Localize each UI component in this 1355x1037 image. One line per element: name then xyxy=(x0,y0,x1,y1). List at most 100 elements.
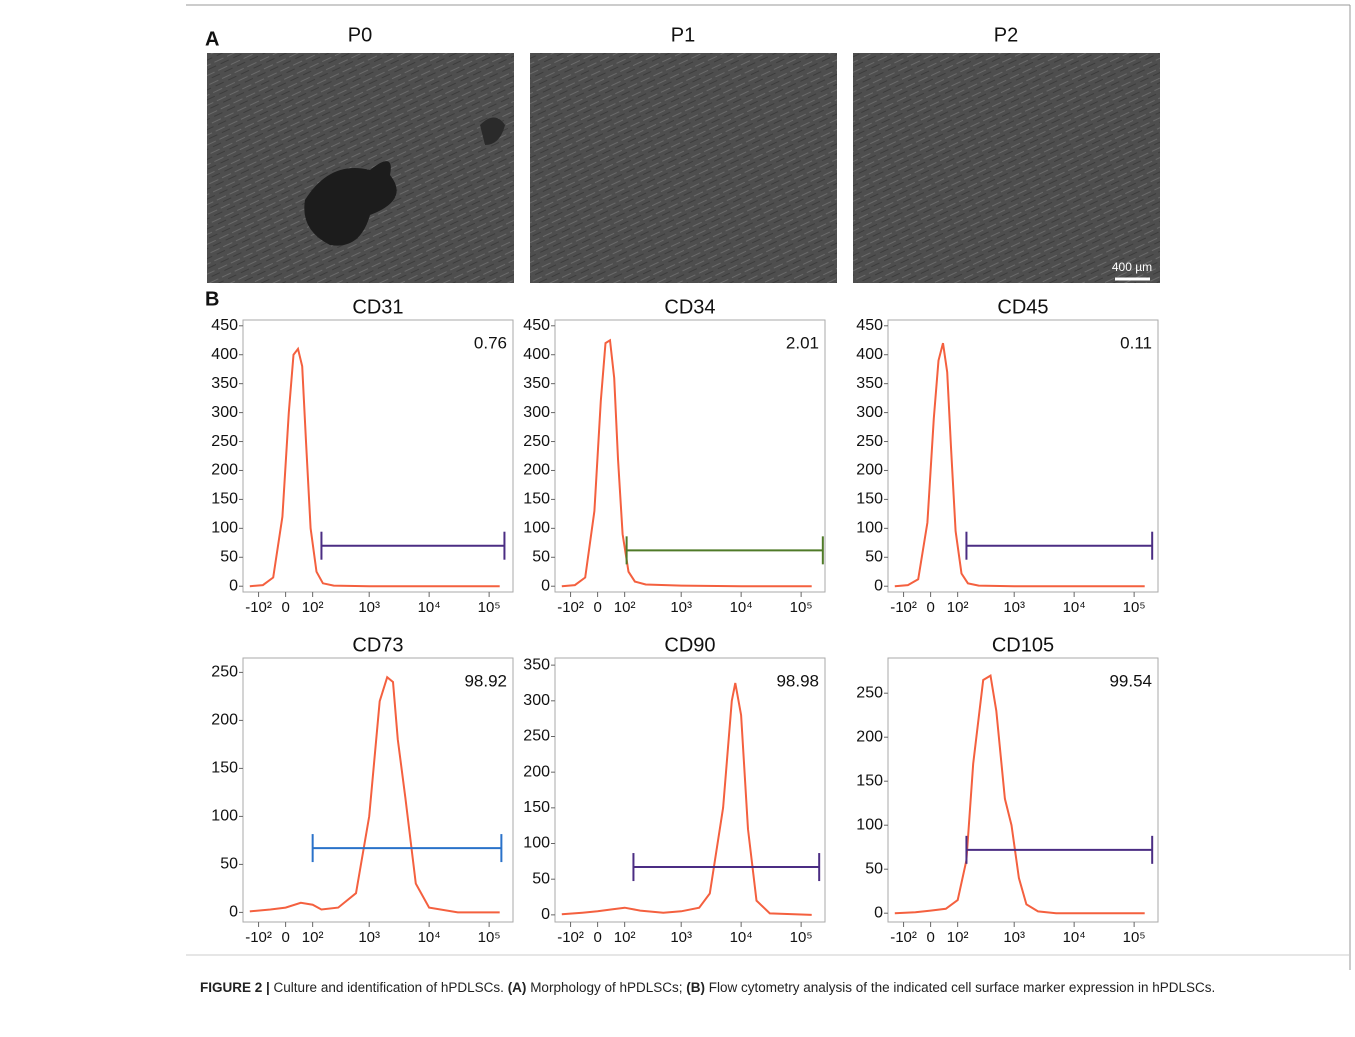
y-tick-label: 150 xyxy=(856,772,883,789)
y-tick-label: 350 xyxy=(523,375,550,392)
y-tick-label: 350 xyxy=(856,375,883,392)
y-tick-label: 0 xyxy=(229,904,238,921)
y-tick-label: 0 xyxy=(874,904,883,921)
y-tick-label: 400 xyxy=(856,346,883,363)
y-tick-label: 250 xyxy=(523,433,550,450)
x-tick-label: -10² xyxy=(245,929,272,946)
micrograph xyxy=(853,53,1160,283)
y-tick-label: 150 xyxy=(856,491,883,508)
x-tick-label: 10³ xyxy=(358,599,380,616)
plot-frame xyxy=(888,320,1158,592)
histogram-line xyxy=(895,676,1145,914)
y-tick-label: 50 xyxy=(532,548,550,565)
y-tick-label: 50 xyxy=(865,548,883,565)
scale-bar-label: 400 µm xyxy=(1112,260,1152,274)
plot-frame xyxy=(888,658,1158,922)
y-tick-label: 300 xyxy=(523,692,550,709)
caption-label: FIGURE 2 | xyxy=(200,980,270,995)
y-tick-label: 450 xyxy=(211,317,238,334)
chart-title: CD105 xyxy=(992,634,1054,656)
micrograph-label: P1 xyxy=(671,24,695,46)
y-tick-label: 200 xyxy=(523,763,550,780)
chart-title: CD73 xyxy=(352,634,403,656)
y-tick-label: 100 xyxy=(856,520,883,537)
chart-title: CD34 xyxy=(664,296,715,318)
y-tick-label: 250 xyxy=(523,728,550,745)
y-tick-label: 250 xyxy=(856,684,883,701)
x-tick-label: 10² xyxy=(302,929,324,946)
y-tick-label: 50 xyxy=(220,548,238,565)
chart-title: CD45 xyxy=(997,296,1048,318)
y-tick-label: 250 xyxy=(211,433,238,450)
x-tick-label: 10² xyxy=(614,929,636,946)
histogram-line xyxy=(895,343,1145,586)
panel-label: B xyxy=(205,288,219,310)
caption-text: Flow cytometry analysis of the indicated… xyxy=(705,980,1215,995)
y-tick-label: 100 xyxy=(523,835,550,852)
y-tick-label: 200 xyxy=(856,728,883,745)
x-tick-label: 10⁴ xyxy=(730,929,753,946)
y-tick-label: 250 xyxy=(856,433,883,450)
plot-frame xyxy=(555,658,825,922)
y-tick-label: 150 xyxy=(211,491,238,508)
panel-label: A xyxy=(205,28,219,50)
y-tick-label: 0 xyxy=(874,577,883,594)
y-tick-label: 300 xyxy=(211,404,238,421)
x-tick-label: 0 xyxy=(593,929,601,946)
gate-percent: 99.54 xyxy=(1109,671,1152,690)
x-tick-label: 10² xyxy=(302,599,324,616)
micrograph-label: P2 xyxy=(994,24,1018,46)
y-tick-label: 250 xyxy=(211,664,238,681)
y-tick-label: 200 xyxy=(523,462,550,479)
caption: FIGURE 2 | Culture and identification of… xyxy=(200,978,1320,998)
histogram-line xyxy=(250,349,500,586)
x-tick-label: -10² xyxy=(890,929,917,946)
x-tick-label: 0 xyxy=(926,929,934,946)
y-tick-label: 100 xyxy=(523,520,550,537)
y-tick-label: 400 xyxy=(211,346,238,363)
page: A B P0P1P2400 µmCD3105010015020025030035… xyxy=(0,0,1355,1037)
chart-title: CD90 xyxy=(664,634,715,656)
x-tick-label: 10⁵ xyxy=(478,599,501,616)
caption-ref: (B) xyxy=(686,980,705,995)
y-tick-label: 200 xyxy=(211,712,238,729)
y-tick-label: 350 xyxy=(523,656,550,673)
micrograph-label: P0 xyxy=(348,24,372,46)
x-tick-label: 10² xyxy=(614,599,636,616)
y-tick-label: 150 xyxy=(523,491,550,508)
x-tick-label: 10³ xyxy=(670,929,692,946)
x-tick-label: 0 xyxy=(281,929,289,946)
x-tick-label: 0 xyxy=(281,599,289,616)
y-tick-label: 50 xyxy=(532,870,550,887)
y-tick-label: 100 xyxy=(211,520,238,537)
caption-ref: (A) xyxy=(508,980,527,995)
y-tick-label: 350 xyxy=(211,375,238,392)
histogram-line xyxy=(562,683,812,915)
x-tick-label: 10⁴ xyxy=(418,599,441,616)
x-tick-label: 10⁵ xyxy=(1123,599,1146,616)
x-tick-label: -10² xyxy=(557,929,584,946)
x-tick-label: 10³ xyxy=(358,929,380,946)
gate-percent: 0.76 xyxy=(474,333,507,352)
x-tick-label: -10² xyxy=(557,599,584,616)
y-tick-label: 150 xyxy=(523,799,550,816)
y-tick-label: 200 xyxy=(211,462,238,479)
x-tick-label: 10⁵ xyxy=(1123,929,1146,946)
x-tick-label: 10³ xyxy=(670,599,692,616)
plot-frame xyxy=(243,658,513,922)
x-tick-label: 10⁵ xyxy=(790,929,813,946)
caption-text: Culture and identification of hPDLSCs. xyxy=(270,980,508,995)
y-tick-label: 0 xyxy=(541,577,550,594)
x-tick-label: 10⁴ xyxy=(1063,599,1086,616)
y-tick-label: 0 xyxy=(541,906,550,923)
y-tick-label: 300 xyxy=(856,404,883,421)
y-tick-label: 50 xyxy=(220,856,238,873)
x-tick-label: 0 xyxy=(593,599,601,616)
y-tick-label: 400 xyxy=(523,346,550,363)
x-tick-label: 10³ xyxy=(1003,599,1025,616)
x-tick-label: 10² xyxy=(947,599,969,616)
y-tick-label: 450 xyxy=(856,317,883,334)
y-tick-label: 100 xyxy=(856,816,883,833)
y-tick-label: 450 xyxy=(523,317,550,334)
x-tick-label: 10⁵ xyxy=(478,929,501,946)
